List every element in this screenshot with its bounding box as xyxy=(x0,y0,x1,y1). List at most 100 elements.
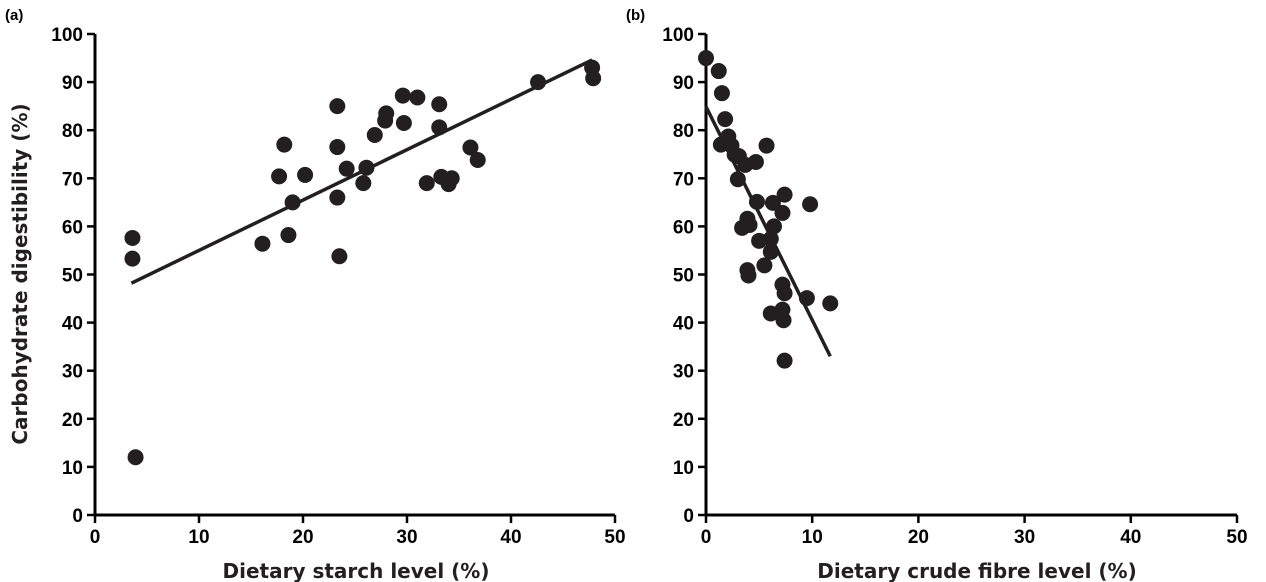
x-tick-label: 10 xyxy=(188,527,209,548)
x-tick-label: 0 xyxy=(90,527,101,548)
y-tick-label: 90 xyxy=(673,73,694,94)
panel-label-b: (b) xyxy=(626,7,645,24)
x-tick-label: 30 xyxy=(1014,527,1035,548)
y-tick-label: 80 xyxy=(673,121,694,142)
x-tick-label: 20 xyxy=(908,527,929,548)
x-ticks-b: 0 10 20 30 40 50 xyxy=(701,515,1248,548)
x-axis-title-b: Dietary crude fibre level (%) xyxy=(817,559,1136,582)
y-tick-label: 90 xyxy=(62,73,83,94)
data-point xyxy=(297,166,314,183)
y-tick-label: 10 xyxy=(62,458,83,479)
data-point xyxy=(443,170,460,187)
y-tick-label: 100 xyxy=(51,25,83,46)
y-tick-label: 0 xyxy=(72,506,83,527)
y-tick-label: 10 xyxy=(673,458,694,479)
y-tick-label: 60 xyxy=(673,217,694,238)
data-point xyxy=(710,63,727,80)
data-point xyxy=(776,186,793,203)
data-point xyxy=(329,139,346,156)
panel-a: (a) Carbohydrate digestibility (%) Dieta… xyxy=(5,7,626,582)
y-tick-label: 30 xyxy=(62,362,83,383)
panel-b: (b) Dietary crude fibre level (%) 0 10 20 3… xyxy=(626,7,1248,582)
y-tick-label: 30 xyxy=(673,362,694,383)
x-tick-label: 30 xyxy=(396,527,417,548)
y-tick-label: 80 xyxy=(62,121,83,142)
x-tick-label: 40 xyxy=(1120,527,1141,548)
data-point xyxy=(358,159,375,176)
data-point xyxy=(765,218,782,235)
data-point xyxy=(254,235,271,252)
x-ticks-a: 0 10 20 30 40 50 xyxy=(90,515,626,548)
data-point xyxy=(775,312,792,329)
data-point xyxy=(776,285,793,302)
data-point xyxy=(329,189,346,206)
data-points-b xyxy=(698,50,839,369)
data-point xyxy=(355,175,372,192)
data-point xyxy=(431,119,448,136)
data-point xyxy=(469,152,486,169)
data-point xyxy=(530,74,547,91)
data-point xyxy=(329,98,346,115)
y-tick-label: 100 xyxy=(662,25,694,46)
x-tick-label: 0 xyxy=(701,527,712,548)
data-point xyxy=(338,160,355,177)
data-point xyxy=(366,127,383,144)
data-point xyxy=(431,96,448,113)
data-point xyxy=(713,85,730,102)
data-point xyxy=(741,216,758,233)
x-tick-label: 50 xyxy=(1226,527,1247,548)
data-point xyxy=(331,248,348,265)
y-tick-label: 70 xyxy=(673,169,694,190)
x-axis-title-a: Dietary starch level (%) xyxy=(223,559,490,582)
y-tick-label: 40 xyxy=(673,314,694,335)
data-point xyxy=(758,137,775,154)
y-tick-label: 20 xyxy=(673,410,694,431)
data-point xyxy=(776,352,793,369)
y-ticks-b: 0 10 20 30 40 50 60 70 80 90 100 xyxy=(662,25,706,527)
x-tick-label: 50 xyxy=(604,527,625,548)
data-point xyxy=(127,449,144,466)
data-point xyxy=(764,194,781,211)
y-tick-label: 40 xyxy=(62,314,83,335)
data-point xyxy=(729,171,746,188)
data-point xyxy=(124,229,141,246)
x-tick-label: 20 xyxy=(292,527,313,548)
data-point xyxy=(717,111,734,128)
y-tick-label: 70 xyxy=(62,169,83,190)
data-point xyxy=(762,243,779,260)
y-tick-label: 60 xyxy=(62,217,83,238)
data-point xyxy=(280,227,297,244)
data-point xyxy=(394,87,411,104)
y-tick-label: 50 xyxy=(62,266,83,287)
data-point xyxy=(276,136,293,153)
x-tick-label: 10 xyxy=(802,527,823,548)
y-tick-label: 20 xyxy=(62,410,83,431)
data-point xyxy=(698,50,714,67)
data-point xyxy=(271,168,288,185)
y-tick-label: 50 xyxy=(673,266,694,287)
data-point xyxy=(822,295,839,312)
data-point xyxy=(748,193,765,210)
data-point xyxy=(462,139,479,156)
y-ticks-a: 0 10 20 30 40 50 60 70 80 90 100 xyxy=(51,25,95,527)
data-point xyxy=(585,70,602,87)
data-points-a xyxy=(124,59,602,466)
data-point xyxy=(284,194,301,211)
y-axis-title-a: Carbohydrate digestibility (%) xyxy=(8,103,32,444)
data-point xyxy=(395,114,412,131)
data-point xyxy=(409,89,426,106)
data-point xyxy=(762,230,779,247)
data-point xyxy=(756,257,773,274)
data-point xyxy=(124,250,141,267)
data-point xyxy=(740,267,757,284)
data-point xyxy=(747,153,764,170)
y-tick-label: 0 xyxy=(683,506,694,527)
data-point xyxy=(418,175,435,192)
data-point xyxy=(798,290,815,307)
data-point xyxy=(802,196,819,213)
panel-label-a: (a) xyxy=(5,7,23,24)
data-point xyxy=(378,105,395,122)
data-point xyxy=(774,204,791,221)
x-tick-label: 40 xyxy=(500,527,521,548)
